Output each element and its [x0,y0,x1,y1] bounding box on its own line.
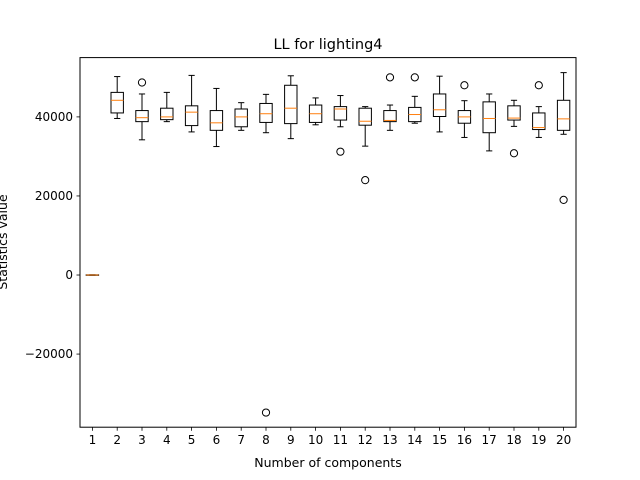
box-9 [284,75,298,140]
x-tick-label: 9 [287,433,295,447]
outlier-point [460,81,469,90]
box-5 [184,74,199,133]
box-16 [457,81,472,138]
box-plot-marks [85,72,571,417]
box-12 [358,106,372,185]
x-tick-label: 3 [138,433,146,447]
y-axis-ticks: −20000 0 20000 40000 [25,110,80,361]
box-body [507,105,521,121]
outlier-point [336,147,345,156]
box-18 [507,99,521,158]
box-body [358,107,372,126]
box-body [432,93,447,117]
box-8 [259,93,273,417]
x-tick-label: 17 [482,433,497,447]
x-tick-label: 20 [556,433,571,447]
box-body [234,108,248,128]
box-6 [209,87,224,148]
box-body [135,110,149,123]
box-body [284,84,298,125]
y-tick-label: 20000 [35,189,73,203]
y-tick-label: −20000 [25,347,73,361]
box-body [333,106,348,121]
y-axis-label: Statistics value [0,194,10,290]
x-tick-label: 2 [113,433,121,447]
x-tick-label: 6 [213,433,221,447]
box-2 [110,76,124,119]
x-tick-label: 8 [262,433,270,447]
x-tick-label: 19 [531,433,546,447]
box-1 [85,274,100,276]
x-tick-label: 11 [333,433,348,447]
outlier-point [509,149,519,158]
x-tick-label: 16 [457,433,472,447]
x-axis-label: Number of components [254,455,401,470]
box-20 [556,72,571,205]
x-tick-label: 18 [506,433,521,447]
box-body [209,110,224,131]
box-4 [160,91,174,123]
box-body [259,102,273,123]
y-tick-label: 0 [65,268,73,282]
outlier-point [534,81,543,90]
chart-title: LL for lighting4 [273,37,382,53]
outlier-point [410,73,419,82]
box-13 [383,73,397,131]
box-7 [234,102,248,131]
outlier-point [559,195,568,205]
y-tick-label: 40000 [35,110,73,124]
box-10 [308,97,323,126]
x-tick-label: 12 [358,433,373,447]
x-tick-label: 7 [237,433,245,447]
outlier-point [385,73,395,82]
outlier-point [261,408,271,417]
box-17 [482,93,496,152]
axes-frame [79,57,577,428]
x-axis-ticks: 1 2 3 4 5 6 7 8 9 10 11 12 13 14 15 16 17 18 19 20 [89,427,571,447]
x-tick-label: 15 [432,433,447,447]
box-body [184,105,199,127]
box-19 [532,81,546,138]
x-tick-label: 10 [308,433,323,447]
box-body [556,99,571,131]
box-11 [333,95,348,156]
x-tick-label: 1 [89,433,97,447]
box-body [482,101,496,134]
box-14 [408,73,422,124]
x-tick-label: 13 [382,433,397,447]
box-3 [135,78,149,141]
x-tick-label: 4 [163,433,171,447]
x-tick-label: 14 [407,433,422,447]
box-body [160,107,174,121]
box-15 [432,75,447,133]
box-body [383,110,397,123]
box-body [110,91,124,114]
x-tick-label: 5 [188,433,196,447]
box-body [532,112,546,131]
outlier-point [361,176,370,185]
outlier-point [137,78,147,87]
